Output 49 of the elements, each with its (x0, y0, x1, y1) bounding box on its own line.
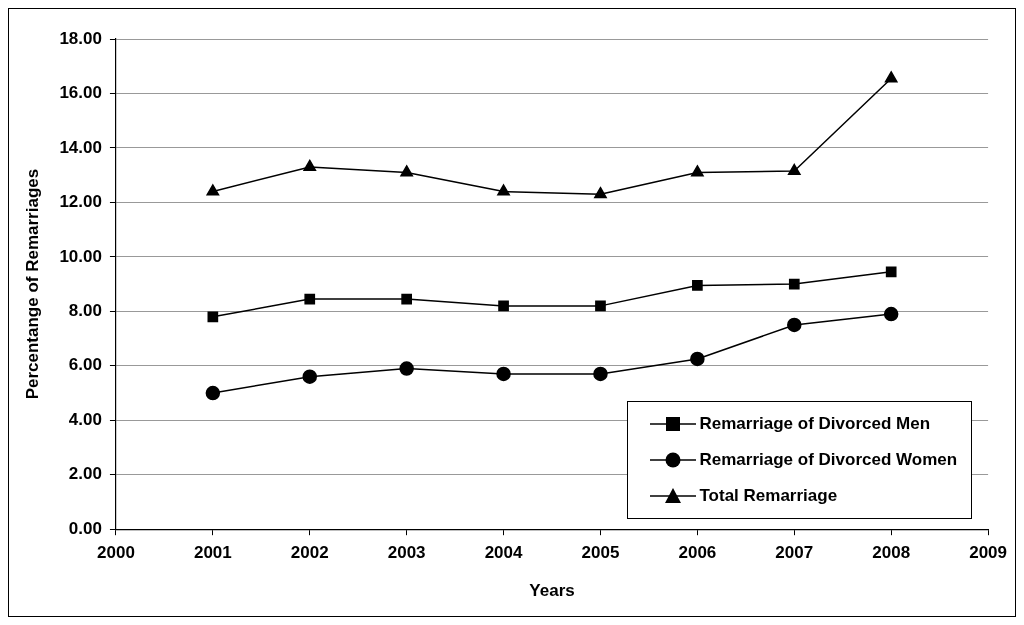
point (206, 184, 220, 196)
point (788, 278, 800, 290)
y-tick-label: 14.00 (59, 137, 102, 157)
point (594, 186, 607, 199)
y-tick-label: 8.00 (68, 301, 102, 321)
x-tick-label: 2009 (969, 543, 1007, 563)
point (883, 306, 899, 322)
point (304, 293, 316, 305)
point (400, 165, 414, 177)
legend-label: Total Remarriage (699, 486, 838, 507)
point (401, 293, 412, 305)
x-tick-label: 2003 (387, 543, 426, 563)
point (884, 71, 898, 83)
point (787, 317, 802, 333)
point (691, 165, 704, 177)
point (399, 361, 414, 376)
y-tick-label: 6.00 (68, 355, 102, 375)
legend-label: Remarriage of Divorced Men (699, 414, 931, 435)
x-axis-title: Years (529, 581, 575, 601)
y-tick-label: 16.00 (59, 83, 102, 103)
x-tick-label: 2006 (678, 543, 717, 563)
y-tick-label: 18.00 (59, 28, 102, 48)
x-tick-label: 2007 (775, 543, 814, 563)
point (595, 300, 606, 312)
y-tick-label: 0.00 (68, 518, 102, 538)
point (885, 266, 897, 278)
point (205, 385, 221, 401)
x-tick-label: 2005 (581, 543, 620, 563)
point (690, 351, 705, 367)
point (496, 366, 511, 382)
point (303, 159, 317, 171)
legend-label: Remarriage of Divorced Women (699, 450, 958, 471)
point (497, 184, 510, 196)
y-tick-label: 4.00 (68, 409, 102, 429)
point (498, 300, 509, 312)
point (207, 311, 219, 323)
x-tick-label: 2000 (97, 543, 135, 563)
point (302, 369, 317, 384)
point (787, 163, 801, 176)
x-tick-label: 2004 (484, 543, 524, 563)
x-tick-label: 2008 (872, 543, 911, 563)
y-tick-label: 10.00 (59, 246, 102, 266)
point (593, 366, 608, 382)
y-tick-label: 12.00 (59, 192, 102, 212)
x-tick-label: 2001 (193, 543, 232, 563)
x-tick-label: 2002 (290, 543, 329, 563)
point (692, 280, 703, 291)
y-tick-label: 2.00 (68, 464, 102, 484)
y-axis-title: Percentange of Remarriages (22, 168, 42, 400)
